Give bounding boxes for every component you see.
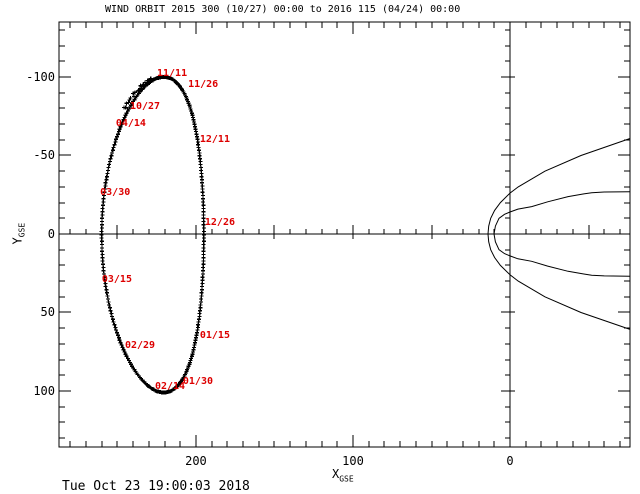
timestamp: Tue Oct 23 19:00:03 2018 [62,479,250,494]
x-tick-label: 0 [506,454,514,468]
plot-frame [58,21,631,448]
date-label: 04/14 [115,118,146,130]
date-label: 01/15 [199,330,230,342]
magnetopause-curve [493,191,631,277]
date-label: 02/29 [124,339,156,351]
orbit-markers [99,75,206,395]
date-label: 03/30 [100,187,131,199]
date-label: 01/30 [182,375,213,387]
plot-title: WIND ORBIT 2015 300 (10/27) 00:00 to 201… [105,4,461,15]
date-label: 10/27 [129,101,161,113]
date-label: 02/14 [154,380,186,392]
y-tick-label: 0 [47,226,55,241]
y-tick-label: -50 [33,148,55,163]
bow-shock-curve [487,138,631,330]
x-tick-label: 200 [185,454,207,468]
x-axis-label: XGSE [332,467,354,484]
y-axis-label: YGSE [10,222,27,245]
y-tick-label: 50 [40,305,55,320]
date-label: 12/11 [199,134,230,146]
date-label: 11/26 [188,79,219,91]
x-tick-label: 100 [342,454,364,468]
date-label: 03/15 [101,273,132,285]
date-label: 12/26 [204,217,235,229]
y-tick-label: 100 [33,383,55,398]
axis-ticks [59,22,630,447]
date-label: 11/11 [156,68,188,80]
y-tick-label: -100 [26,69,55,84]
